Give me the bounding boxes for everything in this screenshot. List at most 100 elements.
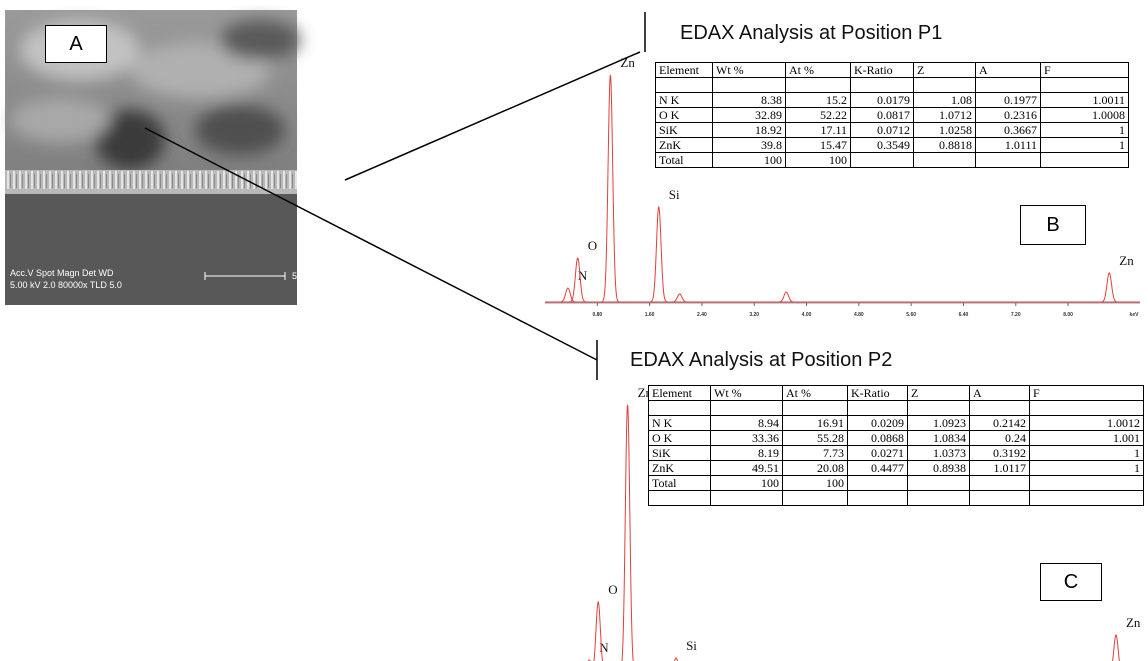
- table-cell: [908, 491, 970, 506]
- table-cell: At %: [783, 386, 848, 401]
- panel-title: EDAX Analysis at Position P2: [630, 349, 892, 372]
- table-cell: 0.0817: [851, 108, 914, 123]
- peak: [650, 207, 668, 302]
- table-cell: 1.0712: [914, 108, 976, 123]
- table-cell: 1: [1041, 138, 1129, 153]
- table-cell: N K: [656, 93, 713, 108]
- table-cell: [970, 476, 1030, 491]
- table-cell: 0.0271: [848, 446, 908, 461]
- table-row: [656, 78, 1129, 93]
- table-cell: A: [970, 386, 1030, 401]
- table-cell: 100: [711, 476, 783, 491]
- table-cell: 0.0868: [848, 431, 908, 446]
- x-tick-label: 6.40: [959, 312, 969, 318]
- table-cell: Element: [656, 63, 713, 78]
- table-cell: 1.0923: [908, 416, 970, 431]
- scale-label: 500 nm: [292, 271, 322, 281]
- table-cell: 32.89: [713, 108, 786, 123]
- table-cell: 0.8938: [908, 461, 970, 476]
- peak-label: Zn: [620, 55, 635, 70]
- table-cell: [976, 153, 1041, 168]
- table-cell: ZnK: [649, 461, 711, 476]
- x-tick-label: 4.80: [854, 312, 864, 318]
- peak-label: Zn: [1119, 253, 1134, 268]
- table-row: ZnK39.815.470.35490.88181.01111: [656, 138, 1129, 153]
- peak: [671, 294, 689, 302]
- table-cell: Total: [656, 153, 713, 168]
- table-cell: 17.11: [786, 123, 851, 138]
- table-cell: 52.22: [786, 108, 851, 123]
- table-cell: [908, 476, 970, 491]
- table-cell: F: [1030, 386, 1144, 401]
- table-cell: [976, 78, 1041, 93]
- x-tick-label: 5.60: [906, 312, 916, 318]
- table-cell: 15.47: [786, 138, 851, 153]
- table-cell: 1.0117: [970, 461, 1030, 476]
- peak-label: O: [608, 582, 617, 597]
- table-cell: A: [976, 63, 1041, 78]
- table-cell: 100: [713, 153, 786, 168]
- table-cell: 1.001: [1030, 431, 1144, 446]
- table-cell: [970, 491, 1030, 506]
- table-cell: 0.4477: [848, 461, 908, 476]
- table-cell: [1041, 78, 1129, 93]
- table-cell: 0.8818: [914, 138, 976, 153]
- x-axis-label: keV: [1130, 312, 1140, 318]
- table-cell: [711, 491, 783, 506]
- table-cell: 1.0011: [1041, 93, 1129, 108]
- panel-letter: B: [1020, 205, 1086, 245]
- table-cell: K-Ratio: [851, 63, 914, 78]
- panel-letter: A: [45, 25, 107, 63]
- table-cell: Wt %: [713, 63, 786, 78]
- table-cell: 0.0712: [851, 123, 914, 138]
- table-row: [649, 491, 1144, 506]
- table-cell: 0.0179: [851, 93, 914, 108]
- x-tick-label: 3.20: [749, 312, 759, 318]
- page: { "panel_a": {"letter": "A", "info_line1…: [0, 0, 1148, 661]
- table-cell: [783, 491, 848, 506]
- table-cell: 55.28: [783, 431, 848, 446]
- table-cell: 0.3549: [851, 138, 914, 153]
- table-cell: Total: [649, 476, 711, 491]
- table-cell: O K: [649, 431, 711, 446]
- table-cell: 0.0209: [848, 416, 908, 431]
- x-tick-label: 4.00: [802, 312, 812, 318]
- table-cell: [908, 401, 970, 416]
- table-cell: 1.0008: [1041, 108, 1129, 123]
- table-cell: [786, 78, 851, 93]
- table-cell: [1030, 491, 1144, 506]
- table-cell: 1.0258: [914, 123, 976, 138]
- table-cell: [848, 476, 908, 491]
- table-cell: 1.0373: [908, 446, 970, 461]
- table-cell: 0.1977: [976, 93, 1041, 108]
- table-cell: 1: [1041, 123, 1129, 138]
- peak: [1100, 273, 1118, 302]
- table-cell: [649, 491, 711, 506]
- table-cell: [848, 401, 908, 416]
- table-row: [649, 401, 1144, 416]
- panel-title: EDAX Analysis at Position P1: [680, 22, 942, 45]
- peak-label: O: [588, 238, 597, 253]
- table-cell: [783, 401, 848, 416]
- table-cell: N K: [649, 416, 711, 431]
- sem-info: 5.00 kV 2.0 80000x TLD 5.0: [10, 280, 122, 290]
- table-cell: [1030, 401, 1144, 416]
- sem-info: Acc.V Spot Magn Det WD: [10, 268, 114, 278]
- x-tick-label: 2.40: [697, 312, 707, 318]
- peak: [777, 292, 795, 302]
- x-tick-label: 7.20: [1011, 312, 1021, 318]
- table-cell: [970, 401, 1030, 416]
- table-cell: 100: [783, 476, 848, 491]
- table-cell: Element: [649, 386, 711, 401]
- peak-label: Si: [686, 638, 697, 653]
- table-cell: 0.24: [970, 431, 1030, 446]
- table-cell: SiK: [656, 123, 713, 138]
- x-tick-label: 1.60: [645, 312, 655, 318]
